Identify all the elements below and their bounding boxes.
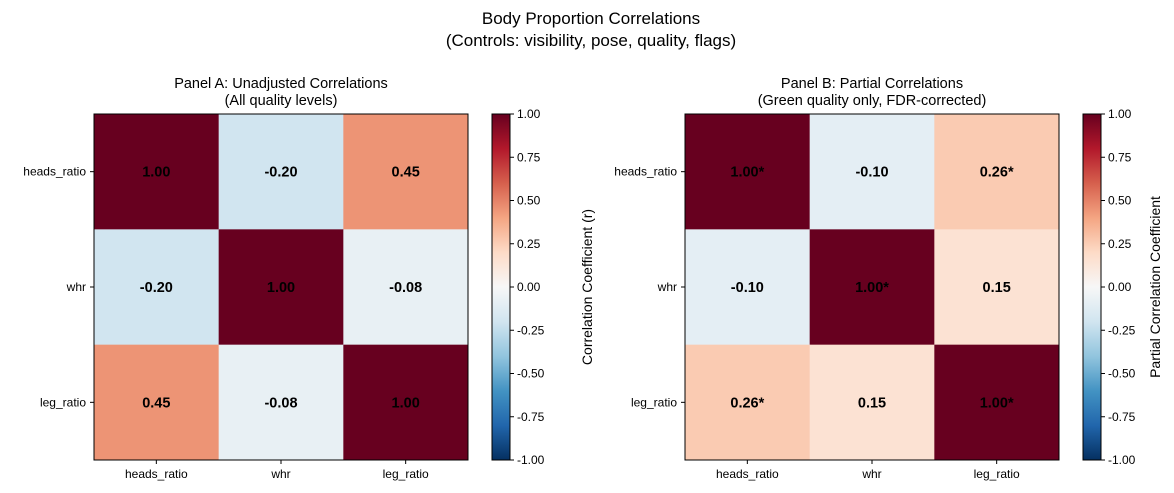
cell-value-label: 0.26* [980, 165, 1014, 181]
cell-value-label: 1.00* [855, 280, 889, 296]
colorbar-tick-label: 0.75 [517, 150, 541, 164]
y-tick-label: heads_ratio [614, 165, 677, 179]
heatmap-cell [809, 344, 935, 461]
heatmap-cell [809, 229, 935, 346]
heatmap-cell [934, 344, 1060, 461]
colorbar [492, 114, 510, 460]
colorbar [1083, 114, 1101, 460]
heatmap-cell [94, 344, 220, 461]
heatmap-cell [685, 229, 811, 346]
cell-value-label: 0.15 [858, 395, 886, 411]
x-tick-label: heads_ratio [125, 467, 188, 481]
x-tick-label: whr [270, 467, 290, 481]
heatmap-cell [685, 114, 811, 230]
x-tick-label: heads_ratio [716, 467, 779, 481]
y-tick-label: leg_ratio [40, 395, 86, 409]
colorbar-tick-label: -1.00 [517, 453, 545, 467]
panel-title: Panel B: Partial Correlations [781, 76, 963, 92]
heatmap-cell [343, 344, 469, 461]
colorbar-tick-label: 0.50 [1108, 194, 1132, 208]
cell-value-label: -0.10 [855, 165, 888, 181]
cell-value-label: -0.20 [140, 280, 173, 296]
cell-value-label: -0.20 [264, 165, 297, 181]
colorbar-tick-label: -0.50 [1108, 367, 1136, 381]
heatmap-cell [218, 344, 344, 461]
y-tick-label: whr [657, 280, 677, 294]
cell-value-label: -0.08 [389, 280, 422, 296]
x-tick-label: whr [861, 467, 881, 481]
colorbar-tick-label: -1.00 [1108, 453, 1136, 467]
colorbar-tick-label: 0.75 [1108, 150, 1132, 164]
colorbar-tick-label: -0.50 [517, 367, 545, 381]
heatmap-panel-b: Panel B: Partial Correlations(Green qual… [614, 76, 1163, 481]
colorbar-tick-label: -0.25 [1108, 323, 1136, 337]
heatmap-cell [218, 114, 344, 230]
colorbar-tick-label: 1.00 [1108, 107, 1132, 121]
cell-value-label: 1.00 [267, 280, 295, 296]
cell-value-label: 0.45 [392, 165, 420, 181]
colorbar-tick-label: 1.00 [517, 107, 541, 121]
colorbar-tick-label: -0.75 [517, 410, 545, 424]
cell-value-label: 1.00 [142, 165, 170, 181]
heatmap-cell [218, 229, 344, 346]
cell-value-label: 0.45 [142, 395, 170, 411]
colorbar-label: Partial Correlation Coefficient [1147, 196, 1163, 378]
cell-value-label: 1.00* [980, 395, 1014, 411]
y-tick-label: heads_ratio [23, 165, 86, 179]
cell-value-label: -0.08 [264, 395, 297, 411]
colorbar-label: Correlation Coefficient (r) [579, 209, 595, 365]
colorbar-tick-label: 0.25 [517, 237, 541, 251]
y-tick-label: whr [66, 280, 86, 294]
cell-value-label: 1.00 [392, 395, 420, 411]
heatmap-cell [934, 229, 1060, 346]
heatmap-cell [809, 114, 935, 230]
heatmap-panel-a: Panel A: Unadjusted Correlations(All qua… [23, 76, 595, 481]
cell-value-label: 1.00* [730, 165, 764, 181]
x-tick-label: leg_ratio [383, 467, 429, 481]
heatmap-cell [685, 344, 811, 461]
cell-value-label: 0.15 [983, 280, 1011, 296]
heatmap-cell [934, 114, 1060, 230]
y-tick-label: leg_ratio [631, 395, 677, 409]
figure-title: Body Proportion Correlations [482, 9, 700, 28]
colorbar-tick-label: 0.00 [1108, 280, 1132, 294]
heatmap-cell [343, 114, 469, 230]
colorbar-tick-label: 0.50 [517, 194, 541, 208]
colorbar-tick-label: -0.75 [1108, 410, 1136, 424]
x-tick-label: leg_ratio [974, 467, 1020, 481]
colorbar-tick-label: 0.00 [517, 280, 541, 294]
colorbar-tick-label: 0.25 [1108, 237, 1132, 251]
heatmap-cell [94, 229, 220, 346]
heatmap-cell [94, 114, 220, 230]
cell-value-label: 0.26* [730, 395, 764, 411]
figure-subtitle: (Controls: visibility, pose, quality, fl… [446, 31, 736, 50]
colorbar-tick-label: -0.25 [517, 323, 545, 337]
panel-title: Panel A: Unadjusted Correlations [174, 76, 388, 92]
panel-subtitle: (Green quality only, FDR-corrected) [758, 93, 987, 109]
panel-subtitle: (All quality levels) [225, 93, 338, 109]
cell-value-label: -0.10 [731, 280, 764, 296]
heatmap-cell [343, 229, 469, 346]
